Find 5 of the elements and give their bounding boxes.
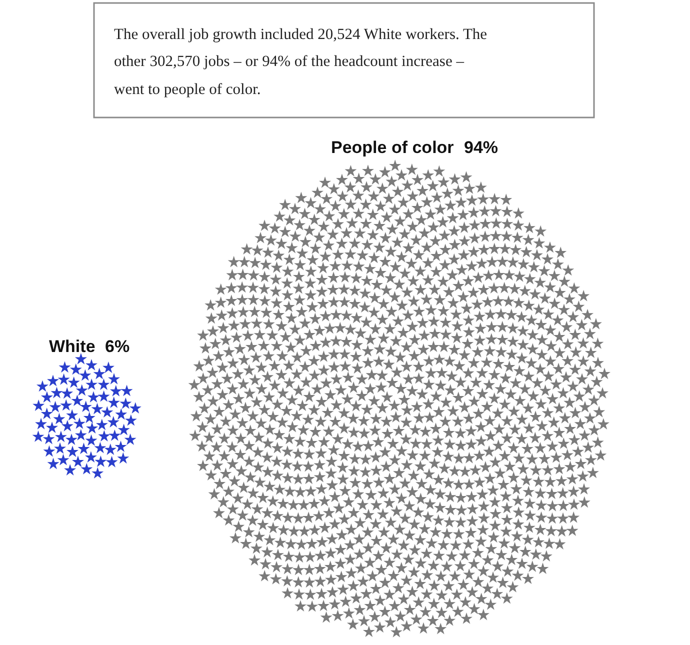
category-label: People of color bbox=[331, 138, 454, 157]
category-label: White bbox=[49, 337, 96, 356]
data-label: 94% bbox=[464, 138, 498, 157]
text: The overall job growth included 20,524 White workers. The other 302,570 jobs – or 94% of the headcount increase – went to people of color. bbox=[114, 26, 488, 98]
data-label: 6% bbox=[105, 337, 130, 356]
